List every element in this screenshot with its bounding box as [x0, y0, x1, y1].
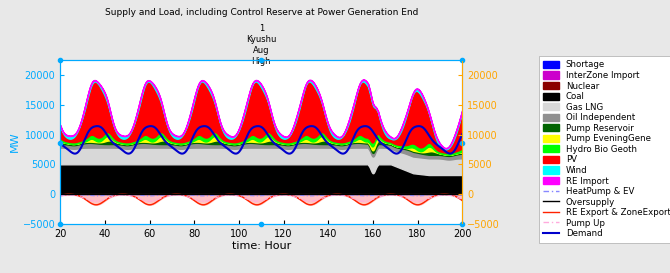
Y-axis label: MW: MW [10, 132, 20, 152]
Legend: Shortage, InterZone Import, Nuclear, Coal, Gas LNG, Oil Independent, Pump Reserv: Shortage, InterZone Import, Nuclear, Coa… [539, 56, 670, 243]
X-axis label: time: Hour: time: Hour [232, 242, 291, 251]
Text: 1
Kyushu
Aug
High: 1 Kyushu Aug High [246, 24, 277, 66]
Text: Supply and Load, including Control Reserve at Power Generation End: Supply and Load, including Control Reser… [105, 8, 418, 17]
